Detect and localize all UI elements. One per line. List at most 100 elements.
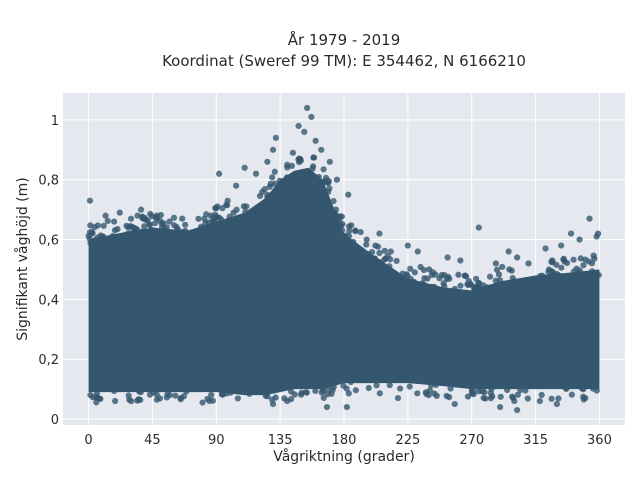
scatter-point — [309, 165, 316, 172]
scatter-point — [399, 270, 406, 277]
scatter-point — [333, 176, 341, 183]
scatter-point — [87, 392, 94, 399]
scatter-point — [457, 282, 464, 289]
scatter-point — [241, 164, 248, 171]
scatter-point — [549, 257, 556, 264]
scatter-point — [483, 287, 491, 295]
scatter-point — [371, 255, 378, 262]
scatter-point — [352, 227, 359, 234]
scatter-point — [414, 390, 421, 397]
scatter-point — [524, 395, 531, 402]
scatter-point — [420, 266, 428, 274]
scatter-point — [508, 267, 515, 274]
scatter-point — [545, 266, 553, 273]
scatter-point — [505, 248, 512, 255]
scatter-point — [200, 224, 207, 231]
scatter-point — [588, 260, 596, 267]
scatter-point — [451, 400, 458, 408]
scatter-point — [481, 389, 488, 396]
scatter-point — [586, 215, 593, 222]
scatter-point — [284, 161, 291, 168]
scatter-point — [308, 113, 315, 121]
scatter-point — [447, 385, 454, 392]
scatter-point — [246, 390, 253, 397]
scatter-point — [201, 215, 208, 222]
scatter-point — [110, 218, 118, 225]
scatter-point — [141, 223, 148, 230]
scatter-point — [109, 233, 116, 240]
scatter-point — [151, 220, 159, 227]
scatter-point — [233, 182, 240, 189]
y-tick-label: 0,2 — [38, 353, 59, 368]
scatter-point — [224, 202, 231, 209]
scatter-point — [312, 387, 319, 395]
scatter-point — [407, 265, 414, 272]
scatter-point — [542, 245, 549, 252]
scatter-point — [242, 213, 250, 220]
scatter-point — [166, 218, 173, 225]
scatter-point — [467, 281, 474, 288]
scatter-point — [134, 212, 141, 219]
scatter-point — [570, 256, 577, 263]
scatter-point — [103, 236, 111, 243]
scatter-point — [381, 247, 388, 254]
scatter-point — [173, 223, 180, 231]
scatter-point — [444, 254, 451, 261]
scatter-point — [208, 391, 215, 399]
scatter-point — [183, 388, 190, 395]
scatter-point — [252, 170, 260, 177]
scatter-point — [91, 224, 98, 231]
scatter-point — [125, 224, 132, 231]
scatter-points — [85, 104, 602, 414]
scatter-point — [180, 228, 187, 236]
scatter-point — [476, 280, 483, 287]
scatter-point — [386, 382, 393, 389]
scatter-point — [143, 231, 150, 238]
x-tick-label: 315 — [523, 433, 548, 448]
scatter-point — [100, 222, 107, 229]
scatter-point — [586, 272, 593, 280]
scatter-point — [414, 248, 421, 255]
scatter-point — [209, 397, 216, 404]
scatter-point — [464, 393, 472, 400]
scatter-point — [195, 215, 202, 222]
scatter-point — [304, 104, 311, 112]
scatter-point — [404, 242, 411, 249]
scatter-point — [204, 395, 211, 403]
scatter-point — [431, 390, 438, 397]
scatter-point — [368, 248, 376, 256]
scatter-point — [352, 387, 359, 394]
scatter-point — [326, 158, 333, 165]
x-tick-label: 135 — [268, 433, 293, 448]
x-axis-label: Vågriktning (grader) — [273, 448, 415, 465]
scatter-point — [560, 256, 567, 263]
scatter-point — [318, 146, 325, 153]
scatter-point — [428, 381, 435, 389]
scatter-point — [578, 385, 586, 392]
y-tick-label: 0 — [51, 413, 59, 428]
scatter-point — [179, 215, 186, 222]
scatter-point — [399, 276, 406, 283]
scatter-point — [555, 395, 562, 402]
scatter-point — [519, 279, 526, 287]
scatter-point — [420, 281, 427, 288]
scatter-point — [289, 149, 297, 156]
scatter-point — [227, 389, 234, 396]
scatter-point — [424, 275, 431, 282]
dense-point-region — [88, 167, 600, 396]
scatter-point — [153, 212, 160, 219]
scatter-point — [576, 236, 583, 243]
x-tick-label: 180 — [332, 433, 357, 448]
scatter-point — [148, 226, 155, 234]
scatter-point — [499, 263, 506, 271]
scatter-point — [582, 394, 589, 402]
scatter-point — [236, 216, 243, 224]
scatter-point — [336, 217, 343, 224]
scatter-point — [406, 383, 413, 390]
scatter-point — [594, 230, 602, 237]
scatter-point — [570, 268, 578, 275]
scatter-point — [214, 203, 221, 210]
y-tick-labels: 0 0,2 0,4 0,6 0,8 1 — [38, 114, 59, 428]
scatter-point — [393, 257, 400, 265]
